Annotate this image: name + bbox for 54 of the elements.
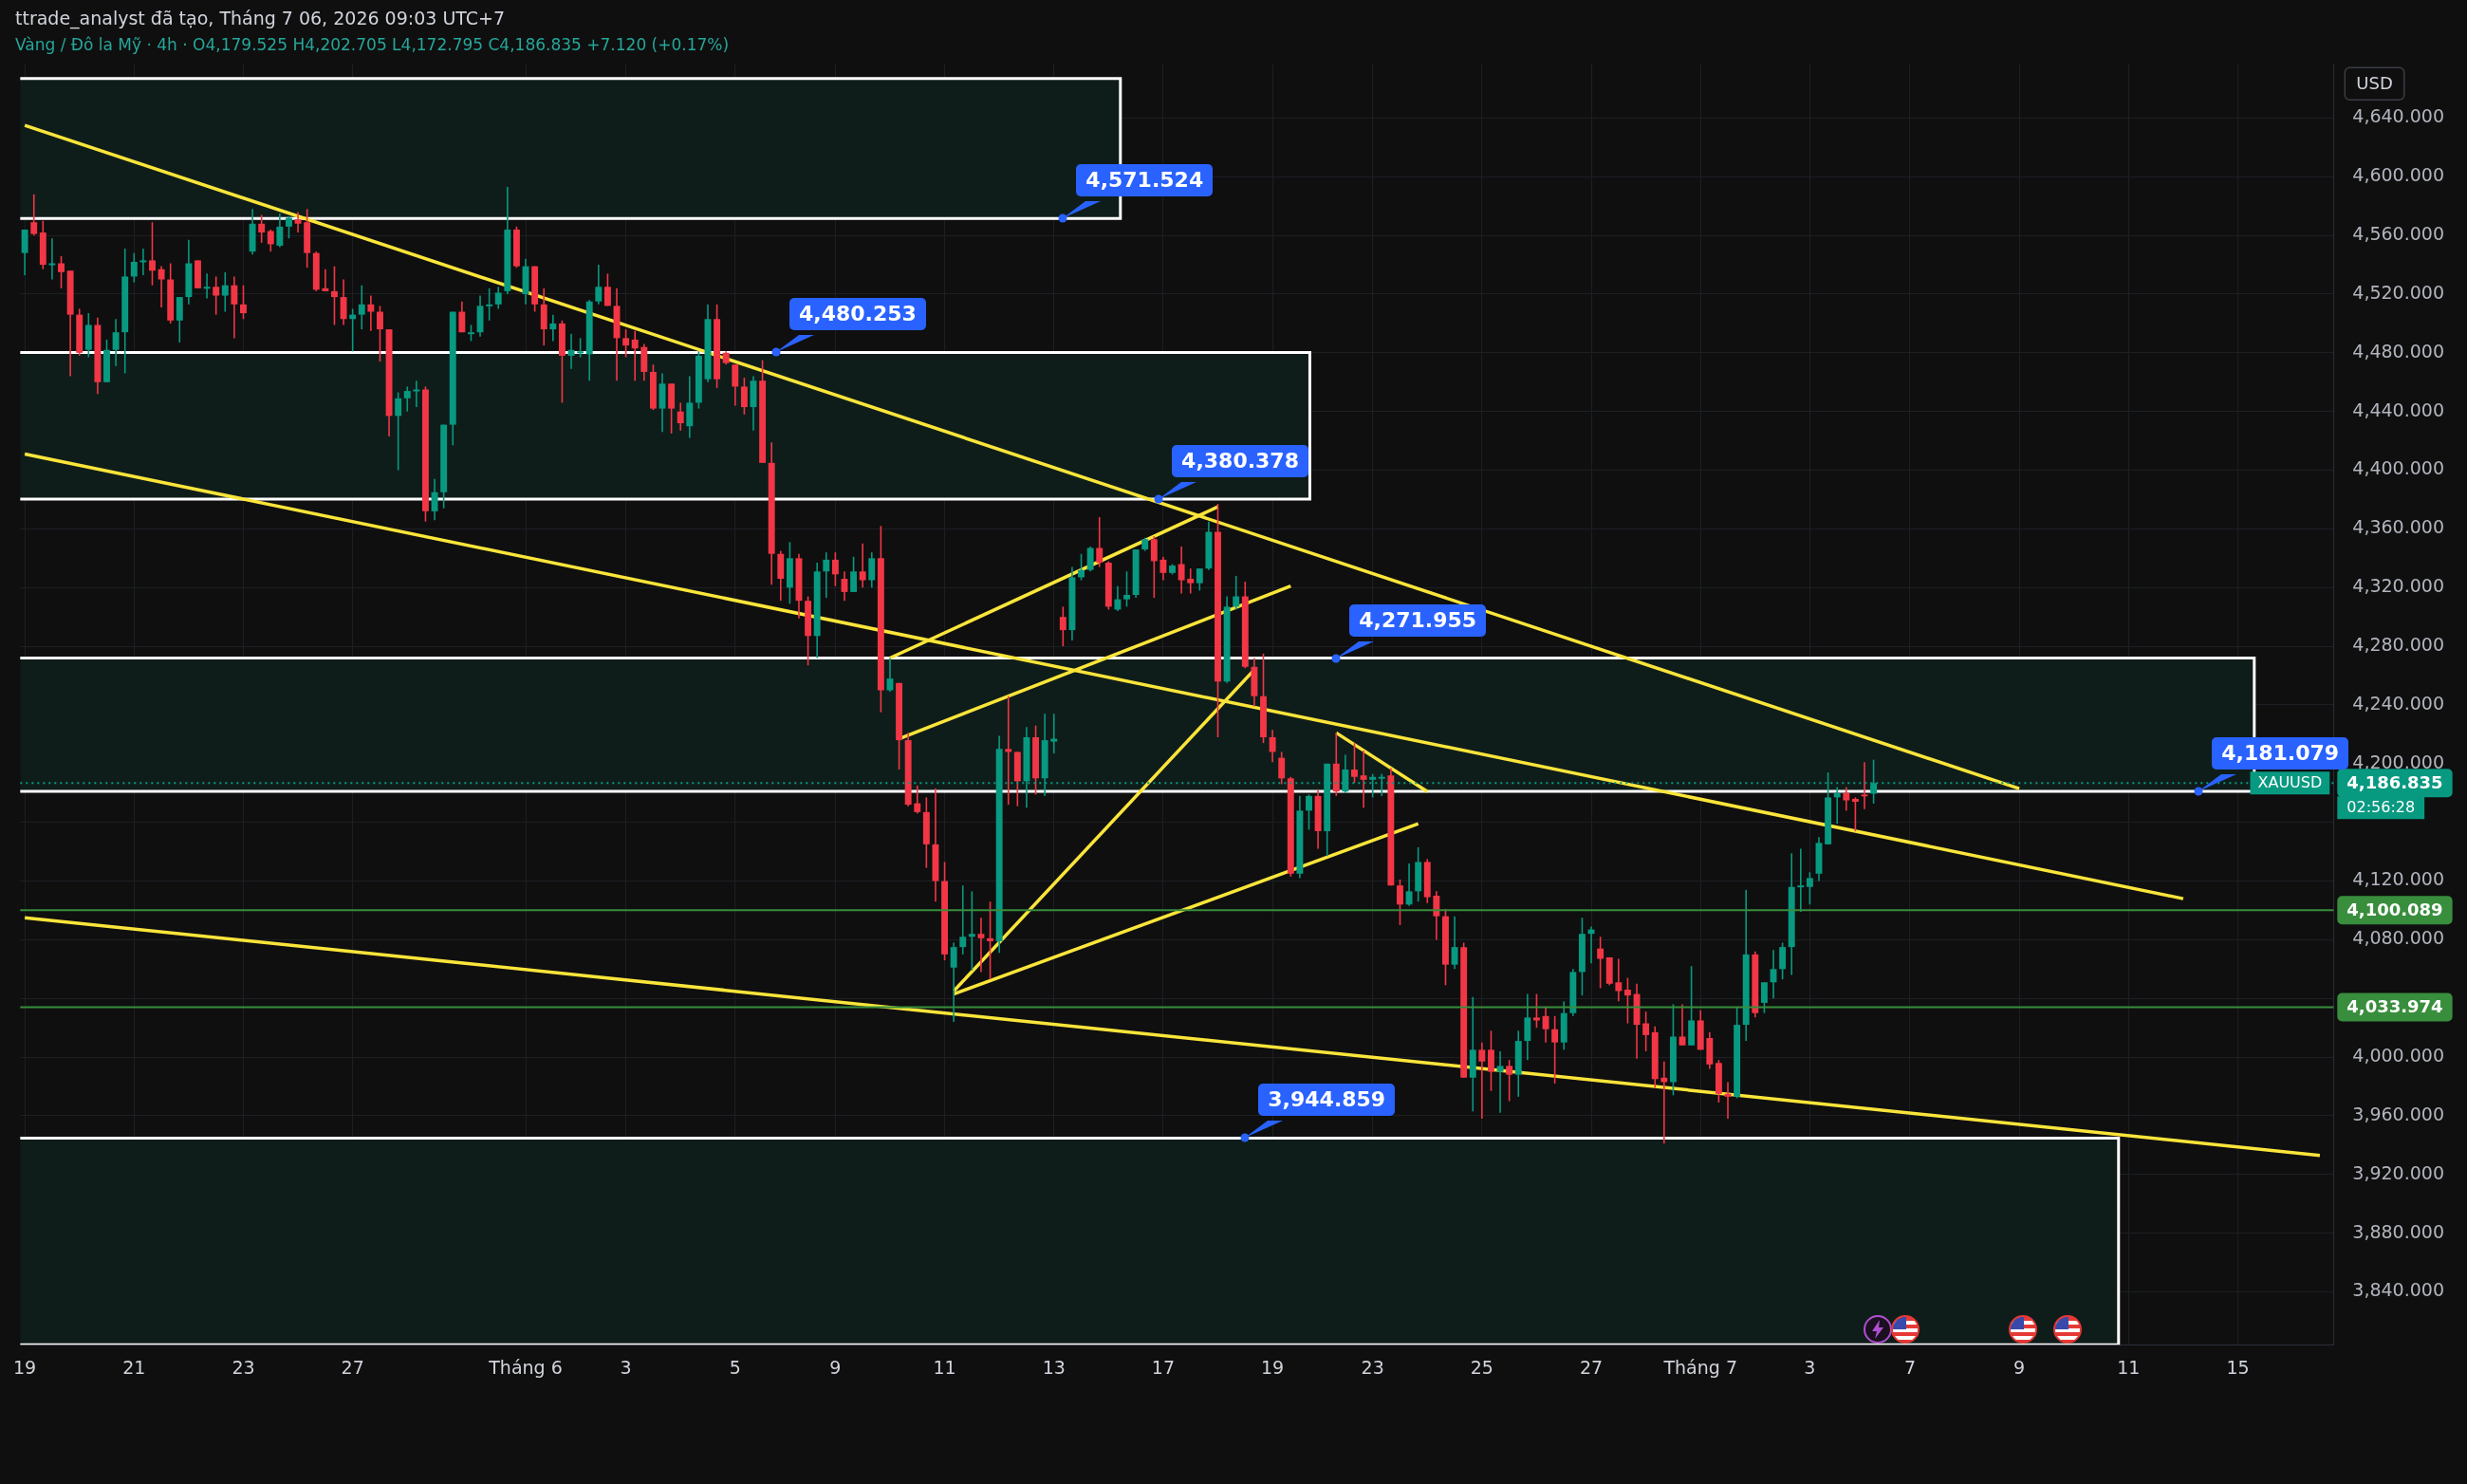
x-tick-label: 11 [2117, 1356, 2141, 1378]
annotation: 3,944.859 [1258, 1084, 1396, 1117]
y-tick-label: 4,640.000 [2352, 105, 2445, 127]
annotation: 4,571.524 [1076, 164, 1214, 197]
y-tick-label: 4,240.000 [2352, 692, 2445, 714]
y-tick-label: 4,520.000 [2352, 281, 2445, 303]
x-tick-label: 9 [2013, 1356, 2026, 1378]
y-tick-label: 4,560.000 [2352, 223, 2445, 245]
x-tick-label: 21 [122, 1356, 146, 1378]
x-tick-label: 19 [13, 1356, 37, 1378]
x-tick-label: 23 [232, 1356, 255, 1378]
x-tick-label: 23 [1361, 1356, 1384, 1378]
chart-subtitle: Vàng / Đô la Mỹ · 4h · O4,179.525 H4,202.705 L4,172.795 C4,186.835 +7.120 (+0.17%) [15, 35, 730, 55]
x-tick-label: 27 [1579, 1356, 1604, 1378]
y-tick-label: 4,320.000 [2352, 575, 2445, 597]
annotation: 4,480.253 [788, 298, 926, 331]
annotation: XAUUSD [2257, 773, 2323, 792]
ref-line-label: 4,186.835 [2346, 771, 2443, 792]
x-tick-label: 27 [341, 1356, 364, 1378]
ref-line-label: 4,100.089 [2346, 900, 2443, 919]
y-tick-label: 3,840.000 [2352, 1279, 2445, 1301]
annotation: 4,181.079 [2212, 737, 2349, 770]
x-tick-label: Tháng 6 [488, 1356, 563, 1378]
y-axis-title: USD [2356, 72, 2393, 93]
y-tick-label: 4,600.000 [2352, 164, 2445, 186]
x-tick-label: 11 [933, 1356, 956, 1378]
x-tick-label: 3 [1804, 1356, 1816, 1378]
y-tick-label: 3,880.000 [2352, 1220, 2445, 1242]
y-tick-label: 3,960.000 [2352, 1103, 2445, 1124]
y-tick-label: 4,120.000 [2352, 868, 2445, 890]
x-tick-label: 7 [1903, 1356, 1917, 1378]
y-tick-label: 4,480.000 [2352, 340, 2445, 362]
ref-line-label: 4,033.974 [2346, 996, 2443, 1017]
text: 02:56:28 [2346, 798, 2416, 817]
y-tick-label: 4,080.000 [2352, 927, 2445, 949]
y-tick-label: 4,000.000 [2352, 1045, 2445, 1067]
x-tick-label: 3 [620, 1356, 632, 1378]
x-tick-label: Tháng 7 [1662, 1356, 1737, 1378]
y-tick-label: 4,280.000 [2352, 634, 2445, 656]
y-tick-label: 3,920.000 [2352, 1161, 2445, 1183]
x-tick-label: 25 [1470, 1356, 1493, 1378]
x-tick-label: 17 [1151, 1356, 1176, 1378]
x-tick-label: 9 [829, 1356, 842, 1378]
x-tick-label: 19 [1261, 1356, 1285, 1378]
annotation: 4,271.955 [1349, 603, 1487, 637]
annotation: 4,380.378 [1172, 444, 1308, 477]
y-tick-label: 4,440.000 [2352, 399, 2445, 420]
y-tick-label: 4,400.000 [2352, 457, 2445, 479]
y-tick-label: 4,200.000 [2352, 751, 2445, 772]
chart-title: ttrade_analyst đã tạo, Tháng 7 06, 2026 09:03 UTC+7 [15, 8, 506, 30]
y-tick-label: 4,360.000 [2352, 516, 2445, 538]
x-tick-label: 15 [2226, 1356, 2250, 1378]
x-tick-label: 13 [1042, 1356, 1066, 1378]
x-tick-label: 5 [729, 1356, 741, 1378]
